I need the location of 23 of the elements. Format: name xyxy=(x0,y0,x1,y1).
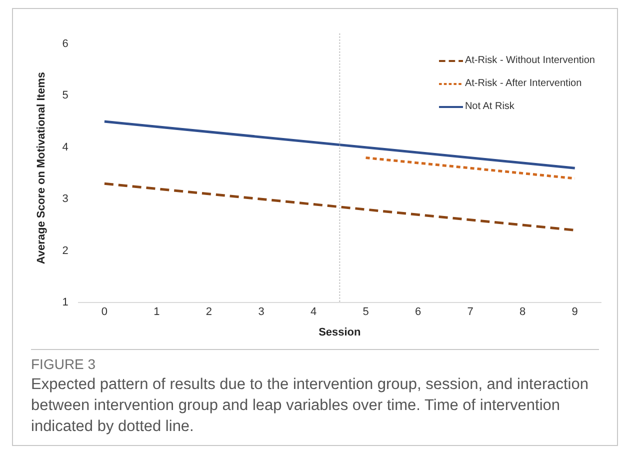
legend-label: At-Risk - After Intervention xyxy=(464,78,582,89)
y-tick-label: 6 xyxy=(62,38,68,50)
x-tick-label: 0 xyxy=(101,306,108,318)
caption: FIGURE 3 xyxy=(31,356,97,372)
y-tick-label: 1 xyxy=(62,296,68,309)
x-tick-label: 2 xyxy=(206,306,212,318)
y-tick-label: 3 xyxy=(62,193,68,206)
x-tick-label: 4 xyxy=(310,306,317,318)
x-tick-label: 8 xyxy=(520,306,526,318)
legend-label: At-Risk - Without Intervention xyxy=(464,55,595,66)
x-tick-label: 5 xyxy=(362,306,369,318)
y-axis-title: Average Score on Motivational Items xyxy=(36,72,48,264)
y-tick-label: 4 xyxy=(62,141,68,154)
text: Expected pattern of results due to the intervention group, session, and interaction between intervention group and leap variables over time. Time of intervention indicated by dotted line. xyxy=(31,375,590,437)
y-tick-label: 2 xyxy=(62,244,68,257)
x-tick-label: 3 xyxy=(258,306,264,318)
legend-label: Not At Risk xyxy=(464,101,514,112)
x-tick-label: 1 xyxy=(154,306,160,318)
y-tick-label: 5 xyxy=(62,90,68,102)
x-tick-label: 6 xyxy=(415,306,422,318)
x-axis-title: Session xyxy=(318,326,362,338)
x-tick-label: 9 xyxy=(572,306,578,318)
x-tick-label: 7 xyxy=(467,306,474,318)
